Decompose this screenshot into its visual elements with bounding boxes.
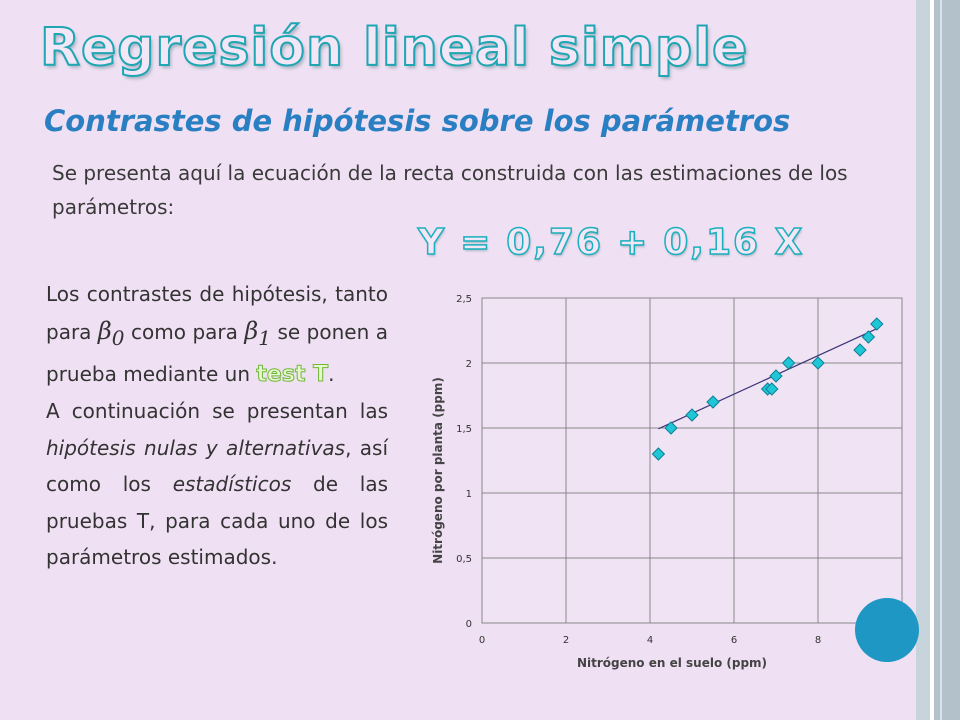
data-point [811, 356, 825, 370]
body-text-span: Los contrastes de hipótesis, tanto para [46, 282, 388, 344]
body-text-span: se ponen a prueba mediante un [46, 319, 388, 386]
y-tick-label: 1 [466, 489, 472, 500]
plot-area [481, 297, 903, 624]
data-point [870, 317, 884, 331]
data-point [769, 369, 783, 383]
side-decoration-bar [934, 0, 960, 720]
beta1-subscript: 1 [258, 325, 271, 350]
y-tick-label: 0 [466, 619, 472, 630]
decorative-circle [855, 598, 919, 662]
body-text-span: A continuación se presentan las [46, 399, 388, 424]
equation-intercept: 0,76 [506, 221, 604, 264]
equation-lhs: Y [417, 221, 447, 264]
statistics-term: estadísticos [172, 472, 292, 497]
data-point [853, 343, 867, 357]
beta0-letter: β [97, 316, 112, 345]
data-point [685, 408, 699, 422]
data-point [861, 330, 876, 344]
hypotheses-term: hipótesis nulas y alternativas [46, 435, 346, 460]
data-point [651, 447, 666, 461]
y-tick-label: 2 [466, 359, 472, 370]
body-text-span: , así como los [46, 435, 388, 497]
equation-plus: + [616, 221, 650, 264]
x-tick-label: 2 [563, 635, 569, 646]
data-point [765, 382, 779, 396]
x-tick-label: 4 [647, 635, 653, 646]
y-axis-label: Nitrógeno por planta (ppm) [431, 377, 445, 564]
data-point [664, 421, 678, 435]
body-text: Los contrastes de hipótesis, tanto para … [46, 276, 388, 576]
slide-subtitle: Contrastes de hipótesis sobre los paráme… [44, 104, 791, 138]
y-tick-label: 2,5 [456, 294, 472, 305]
test-t-highlight: test T [256, 361, 329, 387]
x-tick-label: 0 [479, 635, 485, 646]
paragraph-next-steps: A continuación se presentan las hipótesi… [46, 393, 388, 576]
y-tick-label: 0,5 [456, 554, 472, 565]
regression-equation: Y = 0,76 +0,16 X [417, 221, 805, 264]
data-point [781, 356, 796, 370]
side-decoration-bar [930, 0, 934, 720]
x-tick-label: 8 [815, 635, 821, 646]
body-text-span: como para [131, 319, 238, 344]
equation-slope-term: 0,16 X [662, 221, 805, 264]
x-axis-label: Nitrógeno en el suelo (ppm) [577, 656, 767, 670]
beta0-subscript: 0 [111, 325, 125, 350]
data-point [706, 395, 720, 409]
y-tick-label: 1,5 [456, 424, 472, 435]
slide-title: Regresión lineal simple [39, 17, 749, 79]
beta0-symbol: β0 [97, 316, 125, 350]
x-tick-label: 6 [731, 635, 737, 646]
side-decoration-line [940, 0, 942, 720]
body-text-span: de las pruebas T, para cada uno de los p… [46, 472, 389, 570]
side-decoration-bar [916, 0, 930, 720]
beta1-letter: β [244, 316, 259, 345]
intro-text: Se presenta aquí la ecuación de la recta… [52, 161, 848, 219]
equation-equals: = [459, 221, 493, 264]
paragraph-hypothesis-tests: Los contrastes de hipótesis, tanto para … [46, 276, 388, 393]
beta1-symbol: β1 [244, 316, 271, 350]
body-text-span: . [328, 361, 335, 386]
